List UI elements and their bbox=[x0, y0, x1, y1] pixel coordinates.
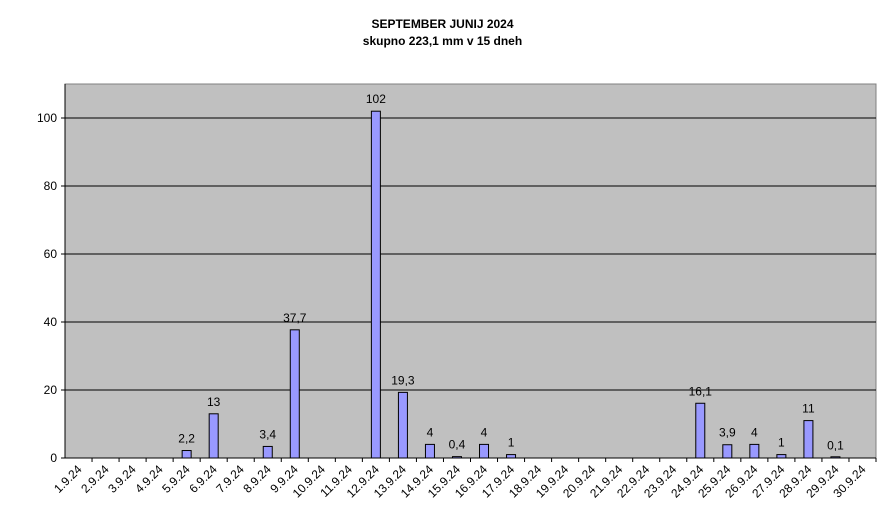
y-tick-labels: 0 20 40 60 80 100 bbox=[37, 111, 57, 465]
bar bbox=[803, 420, 814, 459]
bar bbox=[722, 444, 733, 459]
bar bbox=[262, 445, 273, 459]
chart-title: SEPTEMBER JUNIJ 2024 bbox=[371, 17, 514, 31]
data-label: 1 bbox=[778, 436, 785, 450]
y-tick-label: 20 bbox=[44, 383, 58, 397]
x-tick-label: 6.9.24 bbox=[186, 462, 220, 496]
x-tick-label: 1.9.24 bbox=[51, 462, 85, 496]
data-label: 4 bbox=[751, 425, 758, 439]
x-tick-label: 5.9.24 bbox=[159, 462, 193, 496]
gridlines bbox=[65, 117, 876, 391]
data-label: 3,9 bbox=[719, 426, 736, 440]
bars bbox=[181, 110, 841, 459]
bar bbox=[695, 402, 706, 459]
x-tick-label: 7.9.24 bbox=[213, 462, 247, 496]
x-tick-label: 3.9.24 bbox=[105, 462, 139, 496]
x-tick-label: 2.9.24 bbox=[78, 462, 112, 496]
bar bbox=[749, 443, 760, 459]
bar bbox=[506, 454, 517, 459]
y-tick-label: 0 bbox=[50, 451, 57, 465]
plot-area bbox=[64, 83, 877, 459]
x-tick-label: 8.9.24 bbox=[240, 462, 274, 496]
bar bbox=[289, 329, 300, 459]
bar bbox=[208, 413, 219, 459]
bar bbox=[181, 450, 192, 459]
y-tick-label: 60 bbox=[44, 247, 58, 261]
bar bbox=[370, 110, 381, 459]
chart-subtitle: skupno 223,1 mm v 15 dneh bbox=[362, 34, 523, 48]
bar bbox=[479, 443, 490, 459]
x-tick-label: 4.9.24 bbox=[132, 462, 166, 496]
bar bbox=[397, 391, 408, 459]
data-label: 102 bbox=[366, 92, 386, 106]
data-label: 4 bbox=[427, 425, 434, 439]
x-tick-labels: 1.9.242.9.243.9.244.9.245.9.246.9.247.9.… bbox=[51, 462, 869, 500]
data-label: 0,1 bbox=[827, 439, 844, 453]
y-tick-label: 100 bbox=[37, 111, 57, 125]
data-label: 13 bbox=[207, 395, 221, 409]
data-label: 16,1 bbox=[689, 384, 713, 398]
data-label: 0,4 bbox=[449, 438, 466, 452]
data-label: 37,7 bbox=[283, 311, 307, 325]
bar bbox=[424, 443, 435, 459]
axes bbox=[61, 84, 877, 462]
data-label: 19,3 bbox=[391, 373, 415, 387]
data-label: 3,4 bbox=[259, 427, 276, 441]
data-label: 1 bbox=[508, 436, 515, 450]
data-label: 4 bbox=[481, 425, 488, 439]
data-label: 2,2 bbox=[178, 432, 195, 446]
bar bbox=[776, 454, 787, 459]
y-tick-label: 40 bbox=[44, 315, 58, 329]
data-label: 11 bbox=[802, 402, 815, 416]
y-tick-label: 80 bbox=[44, 179, 58, 193]
